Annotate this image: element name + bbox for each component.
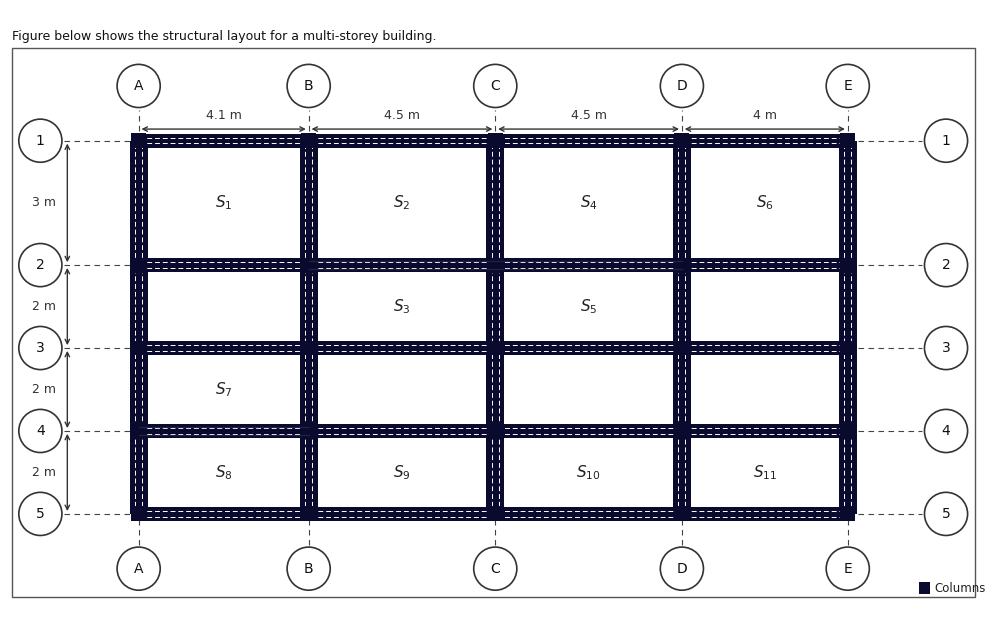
Text: 1: 1 (36, 134, 45, 147)
Circle shape (287, 64, 330, 108)
Circle shape (826, 64, 869, 108)
Bar (675, 133, 690, 148)
Text: Columns: Columns (934, 582, 986, 595)
Bar (840, 133, 855, 148)
Bar (301, 341, 316, 355)
Text: E: E (843, 79, 852, 93)
Bar (840, 507, 855, 521)
Bar (673, 141, 691, 514)
Text: Figure below shows the structural layout for a multi-storey building.: Figure below shows the structural layout… (12, 30, 436, 43)
Text: $S_{5}$: $S_{5}$ (580, 297, 597, 316)
Circle shape (924, 410, 968, 452)
Text: 2: 2 (942, 258, 950, 272)
Bar (299, 141, 317, 514)
Circle shape (19, 244, 62, 286)
Bar (131, 507, 146, 521)
Bar (131, 133, 146, 148)
Circle shape (924, 119, 968, 162)
Text: 2 m: 2 m (32, 383, 56, 396)
Bar (840, 341, 855, 355)
Text: 4.5 m: 4.5 m (384, 110, 420, 122)
Bar (838, 141, 857, 514)
Bar (675, 341, 690, 355)
Text: $S_{11}$: $S_{11}$ (752, 463, 776, 482)
Text: B: B (303, 561, 313, 575)
Circle shape (474, 64, 517, 108)
Circle shape (19, 410, 62, 452)
Bar (675, 507, 690, 521)
Bar (301, 507, 316, 521)
Circle shape (924, 327, 968, 369)
Text: D: D (677, 79, 688, 93)
Text: 2: 2 (36, 258, 45, 272)
Text: D: D (677, 561, 688, 575)
Text: 4 m: 4 m (752, 110, 776, 122)
Bar (486, 141, 504, 514)
Text: 4.5 m: 4.5 m (571, 110, 607, 122)
Bar (840, 424, 855, 438)
Text: $S_{7}$: $S_{7}$ (215, 380, 233, 399)
Circle shape (661, 547, 704, 590)
Bar (488, 424, 503, 438)
Bar (675, 258, 690, 272)
Bar (919, 582, 930, 594)
Bar (131, 258, 146, 272)
Bar (840, 258, 855, 272)
Bar (139, 424, 847, 438)
Bar (131, 424, 146, 438)
Circle shape (117, 547, 161, 590)
Circle shape (117, 64, 161, 108)
Text: C: C (490, 561, 500, 575)
Circle shape (287, 547, 330, 590)
Text: 4.1 m: 4.1 m (206, 110, 242, 122)
Text: 4: 4 (942, 424, 950, 438)
Text: $S_{2}$: $S_{2}$ (393, 193, 410, 212)
Bar (488, 341, 503, 355)
Circle shape (19, 327, 62, 369)
Circle shape (661, 64, 704, 108)
Bar (488, 258, 503, 272)
Text: 1: 1 (941, 134, 950, 147)
Bar (139, 341, 847, 355)
Bar (488, 507, 503, 521)
Bar (301, 258, 316, 272)
Bar (139, 133, 847, 148)
Text: 3 m: 3 m (32, 197, 56, 209)
Bar (301, 133, 316, 148)
Text: $S_{9}$: $S_{9}$ (393, 463, 411, 482)
Text: 5: 5 (36, 507, 45, 521)
Circle shape (826, 547, 869, 590)
Text: $S_{8}$: $S_{8}$ (215, 463, 233, 482)
Text: $S_{10}$: $S_{10}$ (576, 463, 601, 482)
Text: $S_{6}$: $S_{6}$ (755, 193, 773, 212)
Text: $S_{3}$: $S_{3}$ (393, 297, 411, 316)
Text: 3: 3 (36, 341, 45, 355)
Bar (139, 507, 847, 521)
Text: C: C (490, 79, 500, 93)
Text: E: E (843, 561, 852, 575)
Text: B: B (303, 79, 313, 93)
Bar (131, 341, 146, 355)
Circle shape (19, 119, 62, 162)
Circle shape (924, 244, 968, 286)
Text: A: A (134, 79, 144, 93)
Circle shape (924, 493, 968, 535)
Text: 3: 3 (942, 341, 950, 355)
Text: A: A (134, 561, 144, 575)
Circle shape (474, 547, 517, 590)
Bar (301, 424, 316, 438)
Circle shape (19, 493, 62, 535)
Text: $S_{1}$: $S_{1}$ (215, 193, 233, 212)
Text: 2 m: 2 m (32, 466, 56, 479)
Text: 2 m: 2 m (32, 300, 56, 313)
Bar (130, 141, 148, 514)
Text: 4: 4 (36, 424, 45, 438)
Bar (139, 258, 847, 272)
Bar (488, 133, 503, 148)
Bar (675, 424, 690, 438)
Text: 5: 5 (942, 507, 950, 521)
Text: $S_{4}$: $S_{4}$ (580, 193, 598, 212)
